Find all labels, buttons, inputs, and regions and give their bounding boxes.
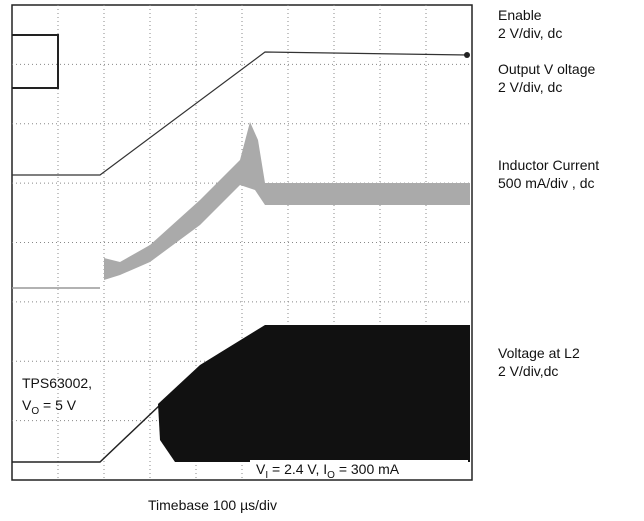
channel-scale: 2 V/div,dc: [498, 363, 558, 379]
channel-name: Inductor Current: [498, 157, 599, 173]
channel-name: Output V oltage: [498, 61, 596, 77]
channel-scale: 2 V/div, dc: [498, 79, 562, 95]
scope-figure: TPS63002, VO = 5 V VI = 2.4 V, IO = 300 …: [0, 0, 644, 521]
trace-end-marker: [464, 52, 470, 58]
channel-name: Enable: [498, 7, 542, 23]
channel-scale: 2 V/div, dc: [498, 25, 562, 41]
channel-scale: 500 mA/div , dc: [498, 175, 595, 191]
timebase-label: Timebase 100 µs/div: [148, 497, 277, 513]
channel-name: Voltage at L2: [498, 345, 580, 361]
device-label: TPS63002,: [22, 375, 92, 391]
